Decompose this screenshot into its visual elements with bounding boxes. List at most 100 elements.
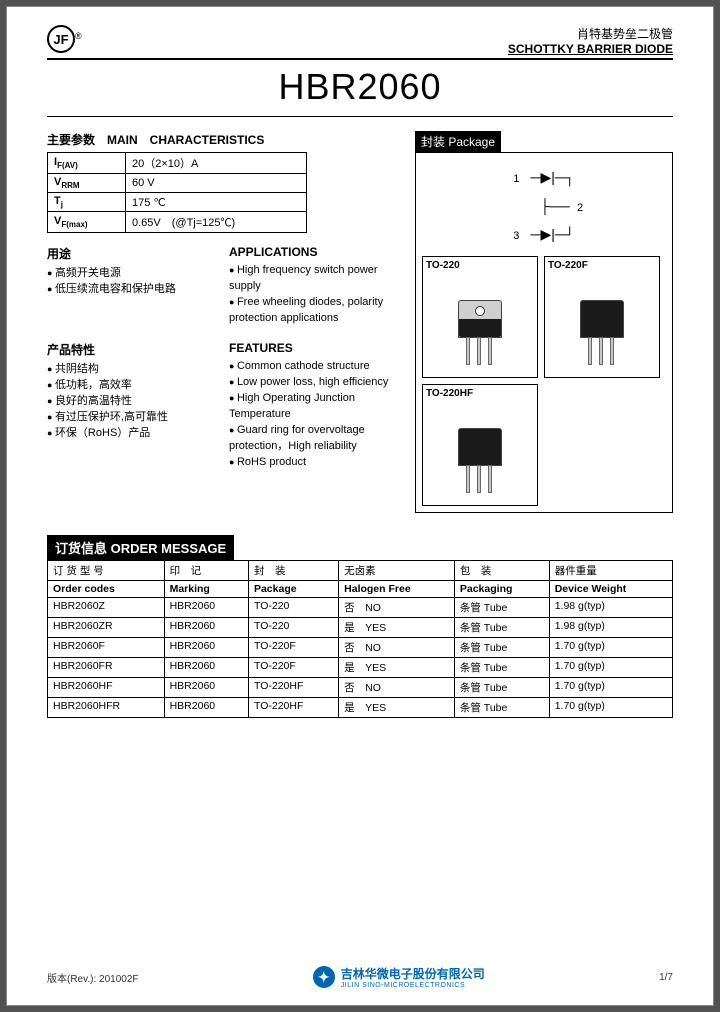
order-col-en: Halogen Free [339, 580, 455, 597]
order-cell: HBR2060 [164, 677, 248, 697]
order-title: 订货信息 ORDER MESSAGE [47, 535, 234, 560]
list-item: RoHS product [229, 455, 397, 471]
char-param: Tj [48, 193, 126, 212]
order-cell: 否 NO [339, 637, 455, 657]
order-cell: HBR2060Z [48, 597, 165, 617]
order-col-en: Package [248, 580, 338, 597]
pin-3-label: 3 [513, 230, 519, 242]
list-item: High frequency switch power supply [229, 263, 397, 295]
package-icon [426, 399, 534, 495]
list-item: 低功耗，高效率 [47, 378, 215, 394]
package-icon [548, 271, 656, 367]
order-row: HBR2060FHBR2060TO-220F否 NO条管 Tube1.70 g(… [48, 637, 673, 657]
char-row: IF(AV)20（2×10）A [48, 153, 307, 174]
order-cell: 条管 Tube [454, 637, 549, 657]
char-value: 0.65V (@Tj=125℃) [126, 212, 307, 233]
char-row: VRRM60 V [48, 174, 307, 193]
order-cell: 1.98 g(typ) [549, 597, 672, 617]
package-label: TO-220F [548, 260, 656, 271]
order-col-cn: 器件重量 [549, 560, 672, 580]
package-title: 封装 Package [415, 131, 501, 152]
package-panel: 1 ─▶|─┐ ├── 2 3 ─▶|─┘ TO-220 TO-220F TO-… [415, 152, 673, 513]
order-cell: HBR2060FR [48, 657, 165, 677]
company-logo-icon: JF [47, 25, 75, 53]
order-cell: TO-220 [248, 617, 338, 637]
order-cell: HBR2060HFR [48, 697, 165, 717]
order-cell: 是 YES [339, 657, 455, 677]
order-cell: 1.70 g(typ) [549, 697, 672, 717]
order-row: HBR2060ZHBR2060TO-220否 NO条管 Tube1.98 g(t… [48, 597, 673, 617]
features-cn: 产品特性 共阴结构低功耗，高效率良好的高温特性有过压保护环,高可靠性环保（RoH… [47, 341, 215, 471]
pin-1-label: 1 [513, 173, 519, 185]
footer-company: ✦ 吉林华微电子股份有限公司 JILIN SINO-MICROELECTRONI… [313, 965, 485, 989]
package-label: TO-220HF [426, 388, 534, 399]
order-cell: HBR2060 [164, 657, 248, 677]
order-col-en: Device Weight [549, 580, 672, 597]
list-item: Low power loss, high efficiency [229, 375, 397, 391]
order-cell: TO-220F [248, 637, 338, 657]
applications-en-title: APPLICATIONS [229, 245, 397, 259]
pin-2-label: 2 [577, 202, 583, 214]
logo-block: JF® [47, 25, 82, 53]
list-item: High Operating Junction Temperature [229, 391, 397, 423]
list-item: 共阴结构 [47, 362, 215, 378]
main-char-title: 主要参数 MAIN CHARACTERISTICS [47, 131, 397, 148]
footer-company-en: JILIN SINO-MICROELECTRONICS [341, 982, 485, 989]
char-param: VRRM [48, 174, 126, 193]
order-cell: 1.70 g(typ) [549, 677, 672, 697]
order-col-cn: 包 装 [454, 560, 549, 580]
main-characteristics-table: IF(AV)20（2×10）AVRRM60 VTj175 ℃VF(max)0.6… [47, 152, 307, 233]
char-value: 175 ℃ [126, 193, 307, 212]
title-cn: 肖特基势垒二极管 [508, 25, 673, 42]
order-cell: HBR2060 [164, 637, 248, 657]
part-number: HBR2060 [47, 60, 673, 117]
diode-schematic-icon: 1 ─▶|─┐ ├── 2 3 ─▶|─┘ [422, 159, 666, 256]
list-item: Common cathode structure [229, 359, 397, 375]
order-row: HBR2060FRHBR2060TO-220F是 YES条管 Tube1.70 … [48, 657, 673, 677]
list-item: Guard ring for overvoltage protection，Hi… [229, 423, 397, 455]
package-variant: TO-220F [544, 256, 660, 378]
revision-text: 版本(Rev.): 201002F [47, 970, 139, 985]
char-value: 20（2×10）A [126, 153, 307, 174]
features-en-title: FEATURES [229, 341, 397, 355]
order-row: HBR2060HFRHBR2060TO-220HF是 YES条管 Tube1.7… [48, 697, 673, 717]
features-block: 产品特性 共阴结构低功耗，高效率良好的高温特性有过压保护环,高可靠性环保（RoH… [47, 341, 397, 471]
order-cell: 条管 Tube [454, 597, 549, 617]
order-col-cn: 封 装 [248, 560, 338, 580]
footer-company-cn: 吉林华微电子股份有限公司 [341, 967, 485, 981]
order-cell: 1.70 g(typ) [549, 637, 672, 657]
order-cell: 条管 Tube [454, 697, 549, 717]
list-item: 高频开关电源 [47, 266, 215, 282]
order-cell: 是 YES [339, 617, 455, 637]
applications-block: 用途 高频开关电源低压续流电容和保护电路 APPLICATIONS High f… [47, 245, 397, 327]
char-value: 60 V [126, 174, 307, 193]
page-footer: 版本(Rev.): 201002F ✦ 吉林华微电子股份有限公司 JILIN S… [47, 965, 673, 989]
char-row: Tj175 ℃ [48, 193, 307, 212]
features-en: FEATURES Common cathode structureLow pow… [229, 341, 397, 471]
datasheet-page: JF® 肖特基势垒二极管 SCHOTTKY BARRIER DIODE HBR2… [6, 6, 714, 1006]
order-col-cn: 印 记 [164, 560, 248, 580]
list-item: 有过压保护环,高可靠性 [47, 410, 215, 426]
right-column: 封装 Package 1 ─▶|─┐ ├── 2 3 ─▶|─┘ TO-220 … [415, 131, 673, 513]
order-cell: 条管 Tube [454, 677, 549, 697]
package-variant: TO-220HF [422, 384, 538, 506]
order-col-en: Packaging [454, 580, 549, 597]
package-grid: TO-220 TO-220F TO-220HF [422, 256, 666, 506]
order-cell: 否 NO [339, 677, 455, 697]
order-cell: 条管 Tube [454, 657, 549, 677]
list-item: 环保（RoHS）产品 [47, 426, 215, 442]
left-column: 主要参数 MAIN CHARACTERISTICS IF(AV)20（2×10）… [47, 131, 397, 513]
order-cell: 是 YES [339, 697, 455, 717]
char-param: VF(max) [48, 212, 126, 233]
title-en: SCHOTTKY BARRIER DIODE [508, 42, 673, 56]
order-cell: HBR2060 [164, 697, 248, 717]
list-item: 低压续流电容和保护电路 [47, 282, 215, 298]
order-col-en: Order codes [48, 580, 165, 597]
page-header: JF® 肖特基势垒二极管 SCHOTTKY BARRIER DIODE [47, 25, 673, 60]
char-param: IF(AV) [48, 153, 126, 174]
char-row: VF(max)0.65V (@Tj=125℃) [48, 212, 307, 233]
order-cell: TO-220HF [248, 697, 338, 717]
order-cell: 1.98 g(typ) [549, 617, 672, 637]
package-icon [426, 271, 534, 367]
header-title: 肖特基势垒二极管 SCHOTTKY BARRIER DIODE [508, 25, 673, 56]
